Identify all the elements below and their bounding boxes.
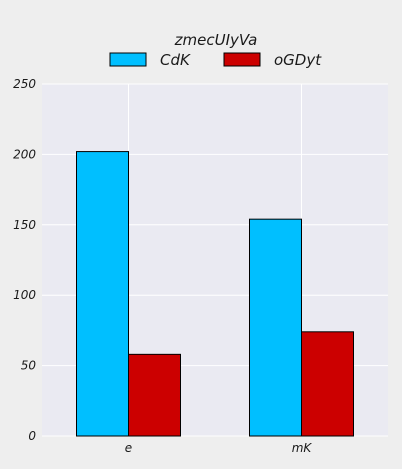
y-tick-label: 0 (28, 429, 36, 443)
x-tick-label: mK (292, 441, 313, 455)
y-tick-label: 50 (21, 359, 37, 373)
legend-swatch (223, 52, 261, 67)
x-tick-label: e (125, 441, 132, 455)
y-axis-ticks: 0 50 100 150 200 250 (13, 77, 36, 443)
bar-oGDyt-e (128, 353, 181, 437)
legend-label: CdK (160, 51, 191, 69)
y-tick-label: 150 (13, 218, 36, 232)
bar-oGDyt-mK (301, 331, 354, 437)
y-tick-label: 250 (13, 77, 36, 91)
bar-CdK-mK (249, 218, 302, 437)
y-tick-label: 200 (13, 147, 36, 161)
legend-label: oGDyt (274, 51, 322, 69)
bar-CdK-e (76, 151, 129, 437)
legend: zmecUIyVa CdK oGDyt (109, 31, 322, 69)
legend-swatch (109, 52, 147, 67)
bars (76, 151, 354, 437)
x-axis-ticks: e mK (125, 441, 313, 455)
y-tick-label: 100 (13, 288, 36, 302)
legend-title: zmecUIyVa (174, 31, 258, 49)
